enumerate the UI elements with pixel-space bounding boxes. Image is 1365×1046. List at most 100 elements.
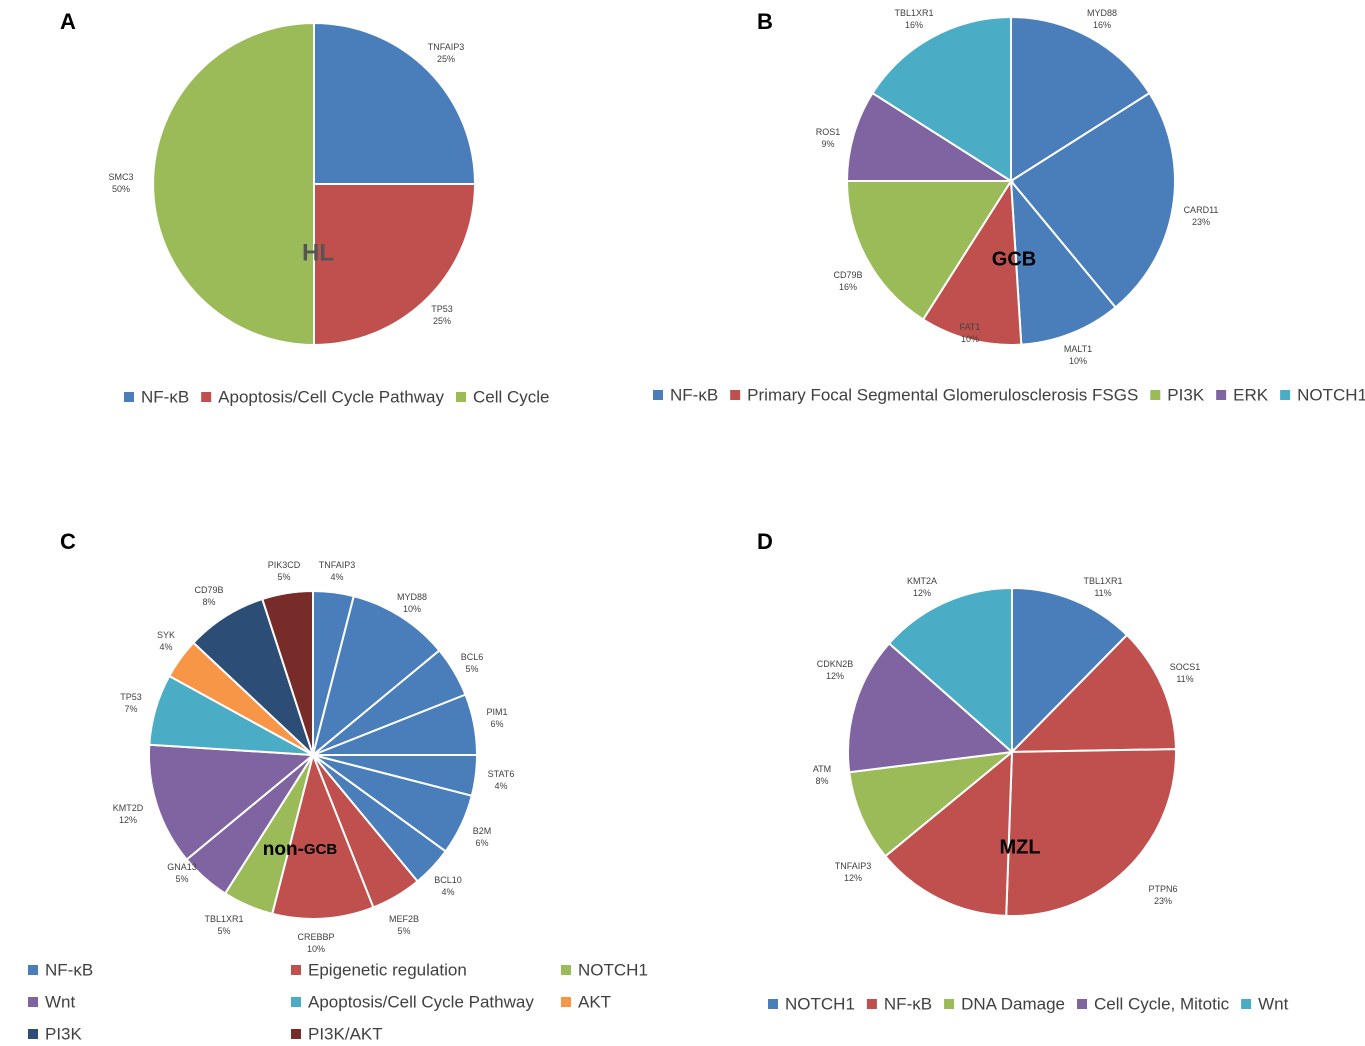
slice-label-bcl6: BCL6 5% — [461, 652, 484, 674]
legend-swatch — [1241, 999, 1252, 1009]
slice-gene: B2M — [473, 826, 492, 836]
slice-gene: TNFAIP3 — [319, 560, 356, 570]
slice-percent: 4% — [494, 781, 507, 791]
slice-label-socs1: SOCS1 11% — [1170, 662, 1201, 684]
pie-center-title: HL — [302, 239, 334, 266]
slice-smc3 — [152, 21, 315, 347]
legend-swatch — [28, 965, 38, 975]
slice-percent: 25% — [437, 54, 455, 64]
slice-label-atm: ATM 8% — [813, 764, 831, 786]
slice-percent: 6% — [475, 838, 488, 848]
legend-swatch — [768, 999, 778, 1009]
panel-b: B MYD88 16% CARD11 23% MALT1 10% FAT1 10% CD79B 16… — [653, 8, 1365, 404]
legend-label: PI3K — [1167, 385, 1205, 404]
slice-gene: STAT6 — [488, 769, 515, 779]
slice-kmt2a — [887, 586, 1013, 755]
slice-gene: BCL6 — [461, 652, 484, 662]
slice-label-card11: CARD11 23% — [1184, 205, 1219, 227]
pie-c — [147, 589, 479, 921]
slice-label-myd88: MYD88 10% — [397, 592, 427, 614]
legend-swatch — [1216, 390, 1227, 400]
slice-percent: 9% — [821, 139, 834, 149]
legend-item: NOTCH1 — [768, 994, 855, 1013]
slice-cd79b — [845, 180, 1013, 321]
slice-label-tnfaip3: TNFAIP3 25% — [428, 42, 465, 64]
slice-gene: MYD88 — [397, 592, 427, 602]
slice-tnfaip3 — [883, 749, 1014, 917]
slice-percent: 25% — [433, 316, 451, 326]
legend-item: Wnt — [28, 992, 76, 1011]
legend-item: NF-κB — [124, 387, 189, 406]
pie-center-title-sub: GCB — [304, 841, 338, 858]
legend-item: Apoptosis/Cell Cycle Pathway — [201, 387, 444, 406]
legend-label: NOTCH1 — [578, 960, 648, 979]
slice-label-pim1: PIM1 6% — [486, 707, 507, 729]
slice-percent: 5% — [397, 926, 410, 936]
slice-percent: 12% — [844, 873, 862, 883]
slice-ptpn6 — [1005, 748, 1177, 917]
legend-item: PI3K/AKT — [291, 1024, 383, 1043]
legend-d: NOTCH1 NF-κB DNA Damage Cell Cycle, Mitotic… — [768, 994, 1289, 1013]
slice-label-tp53: TP53 7% — [120, 692, 142, 714]
slice-percent: 4% — [441, 887, 454, 897]
slice-label-tbl1xr1: TBL1XR1 5% — [204, 914, 243, 936]
slice-percent: 5% — [277, 572, 290, 582]
legend-item: NOTCH1 — [1280, 385, 1365, 404]
legend-label: NOTCH1 — [785, 994, 855, 1013]
slice-gene: CREBBP — [297, 932, 334, 942]
legend-swatch — [730, 390, 741, 400]
legend-swatch — [28, 1029, 38, 1039]
slice-gene: CD79B — [194, 585, 223, 595]
slice-label-tbl1xr1: TBL1XR1 11% — [1083, 576, 1122, 598]
slice-gene: PTPN6 — [1148, 884, 1177, 894]
slice-label-smc3: SMC3 50% — [108, 172, 133, 194]
legend-item: NF-κB — [653, 385, 718, 404]
legend-label: Apoptosis/Cell Cycle Pathway — [308, 992, 534, 1011]
legend-label: NF-κB — [141, 387, 189, 406]
pie-center-title-main: non- — [263, 839, 304, 860]
slice-percent: 7% — [124, 704, 137, 714]
slice-percent: 23% — [1192, 217, 1210, 227]
pie-center-title: non-GCB — [263, 839, 338, 860]
slice-myd88 — [311, 594, 441, 758]
slice-percent: 16% — [839, 282, 857, 292]
slice-gene: BCL10 — [434, 875, 462, 885]
legend-label: AKT — [578, 992, 611, 1011]
legend-swatch — [28, 997, 38, 1007]
legend-label: Wnt — [1258, 994, 1289, 1013]
legend-swatch — [456, 392, 466, 402]
legend-swatch — [653, 390, 663, 400]
slice-gene: TP53 — [120, 692, 142, 702]
slice-gene: CDKN2B — [817, 659, 854, 669]
slice-kmt2d — [147, 743, 316, 861]
slice-gene: ROS1 — [816, 127, 841, 137]
slice-percent: 12% — [826, 671, 844, 681]
legend-c: NF-κB Epigenetic regulation NOTCH1 Wnt Apopt… — [28, 960, 648, 1043]
panel-letter: B — [757, 9, 773, 34]
slice-percent: 12% — [119, 815, 137, 825]
slice-label-tnfaip3: TNFAIP3 12% — [835, 861, 872, 883]
legend-swatch — [561, 965, 571, 975]
slice-label-ros1: ROS1 9% — [816, 127, 841, 149]
legend-label: DNA Damage — [961, 994, 1065, 1013]
slice-percent: 12% — [913, 588, 931, 598]
slice-gene: KMT2A — [907, 576, 937, 586]
legend-swatch — [561, 997, 571, 1007]
legend-a: NF-κB Apoptosis/Cell Cycle Pathway Cell Cy… — [124, 387, 550, 406]
legend-item: AKT — [561, 992, 611, 1011]
slice-percent: 10% — [961, 334, 979, 344]
panel-letter: A — [60, 9, 76, 34]
slice-percent: 4% — [330, 572, 343, 582]
pie-center-title: MZL — [999, 836, 1040, 858]
legend-item: DNA Damage — [944, 994, 1065, 1013]
slice-label-cd79b: CD79B 8% — [194, 585, 223, 607]
panel-c: C TNFAIP3 4% MYD88 10% BCL6 5% PIM1 6% STAT6 4% B2M… — [28, 529, 648, 1043]
slice-gene: MALT1 — [1064, 344, 1092, 354]
slice-percent: 16% — [1093, 20, 1111, 30]
legend-item: Wnt — [1241, 994, 1289, 1013]
legend-swatch — [866, 999, 877, 1009]
slice-tnfaip3 — [313, 21, 477, 185]
slice-gene: TBL1XR1 — [894, 8, 933, 18]
legend-label: NF-κB — [670, 385, 718, 404]
legend-swatch — [291, 997, 301, 1007]
